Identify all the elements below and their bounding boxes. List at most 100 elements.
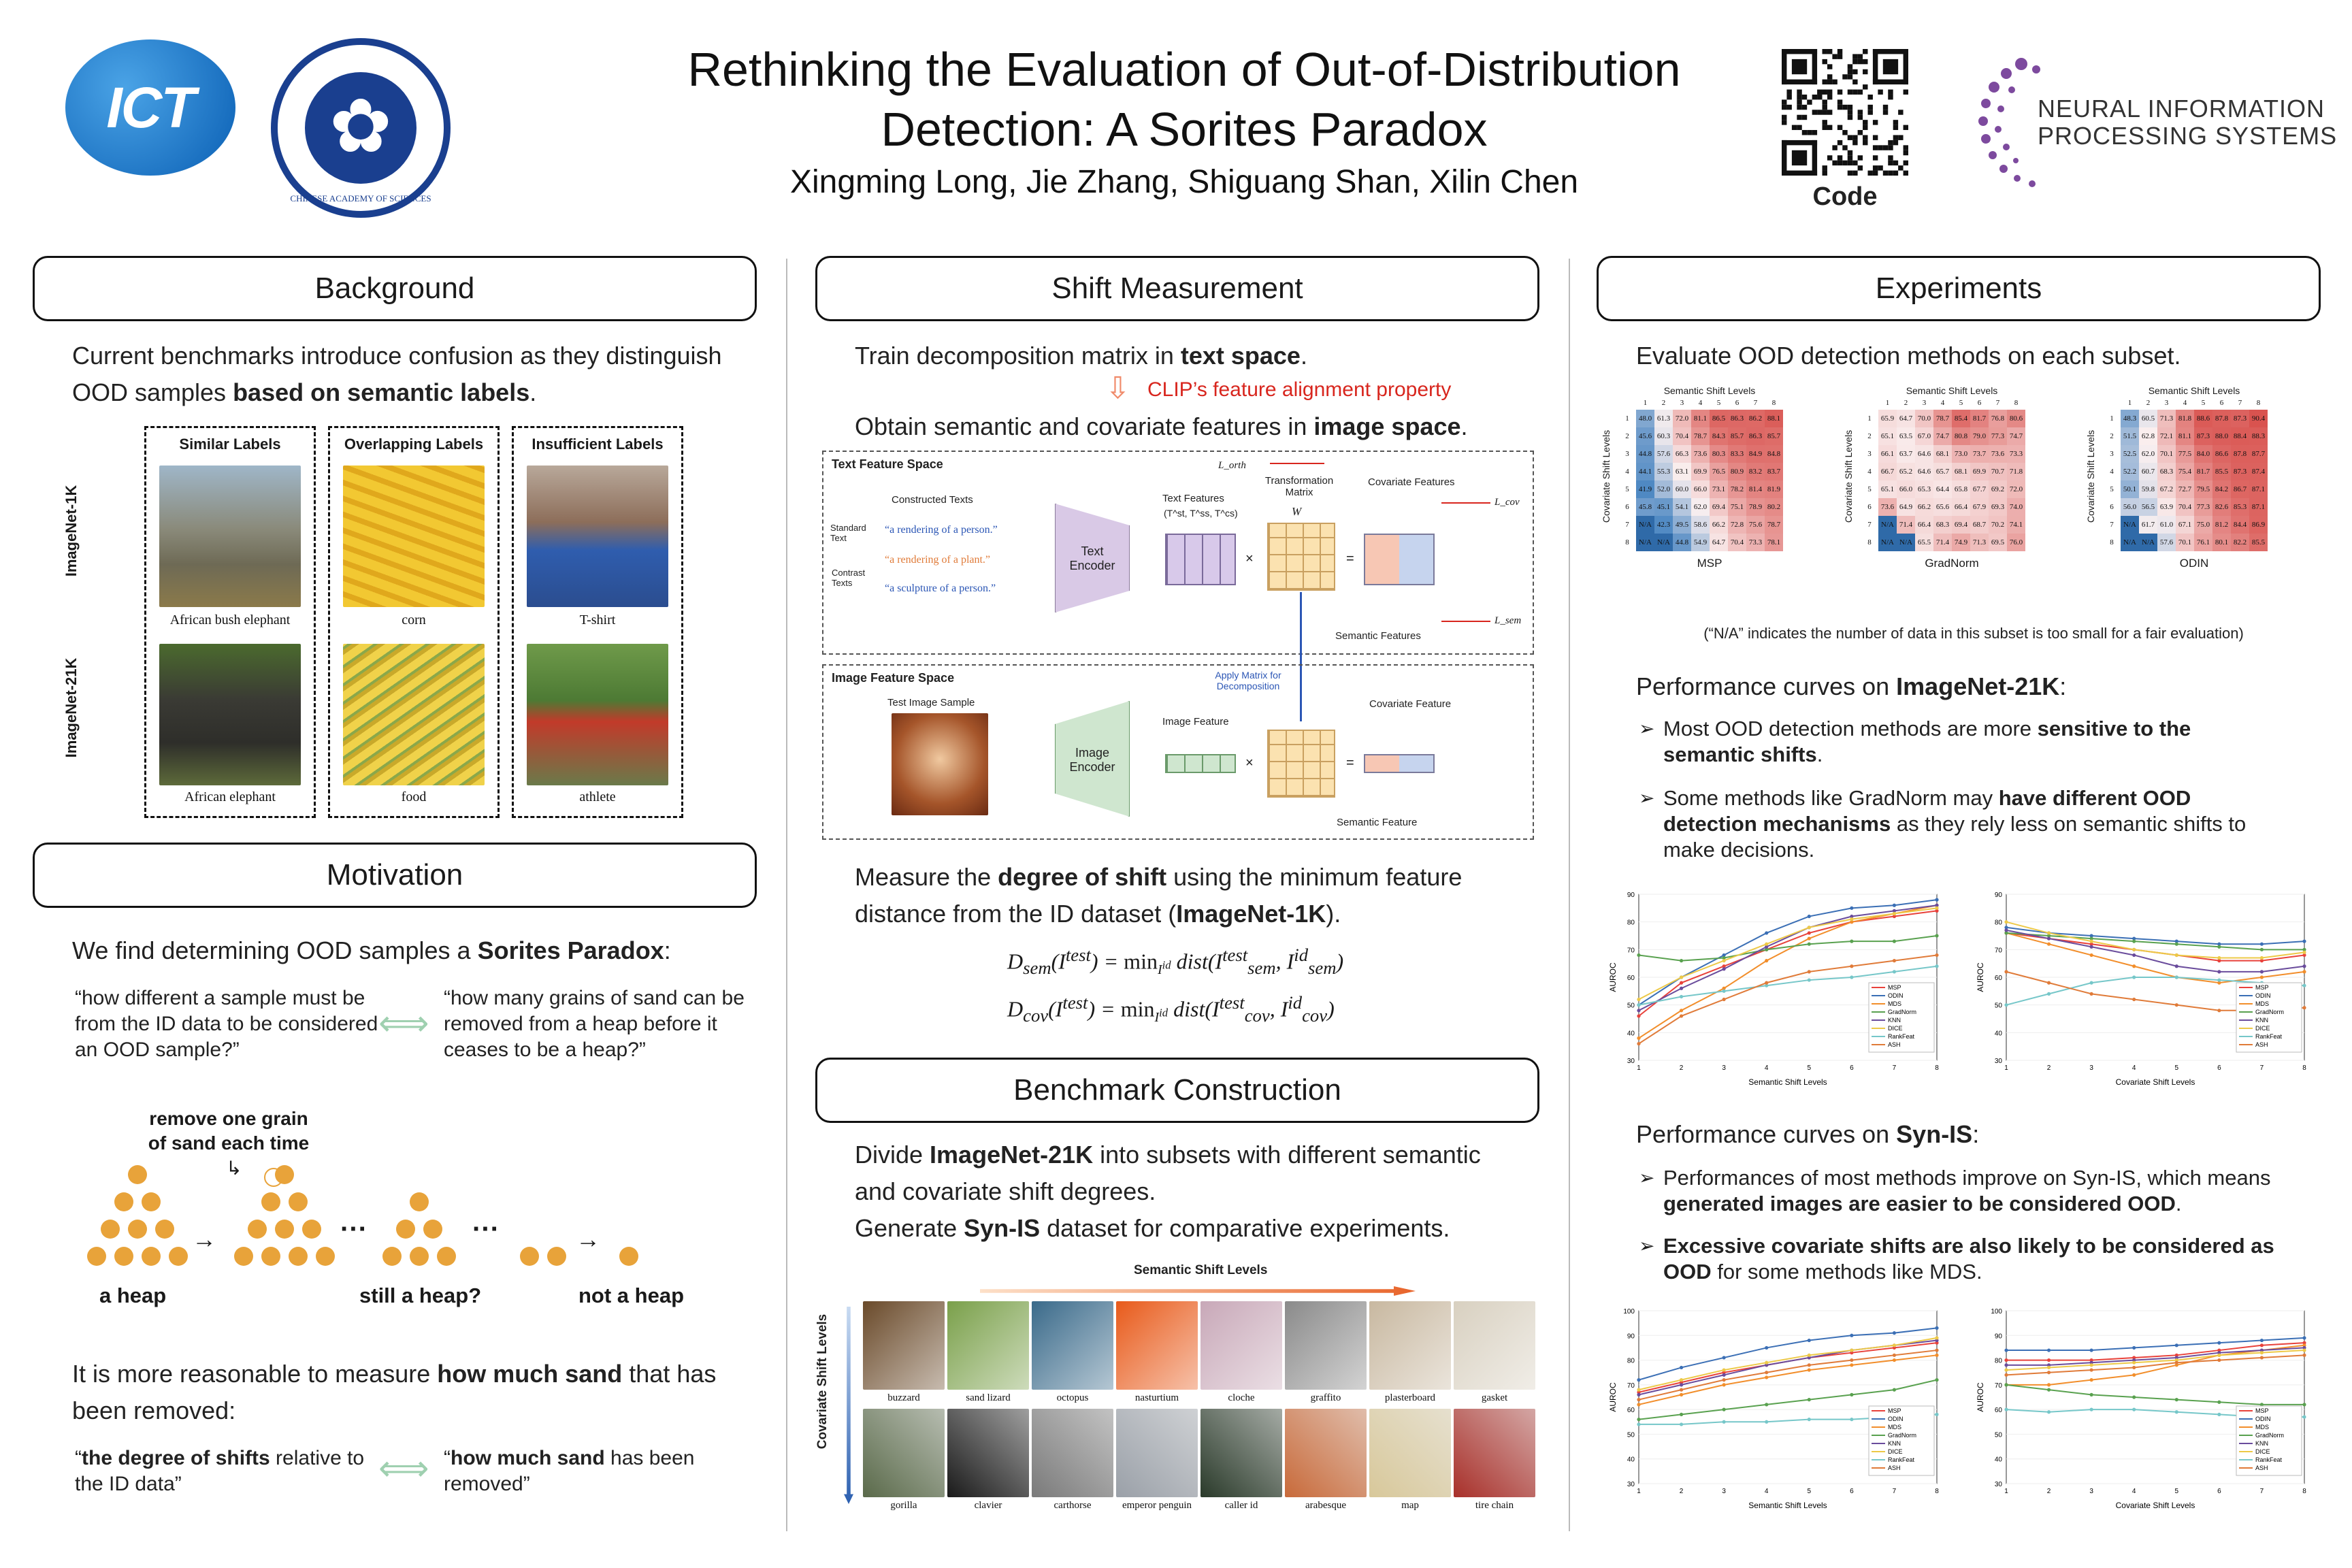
data-point-dice [2004,920,2008,924]
series-line-odin [1638,1327,1938,1381]
data-point-dice [2046,1365,2051,1370]
heatmap-xtick: 5 [1959,399,1963,407]
bench-image-map [1369,1409,1451,1497]
image-output-grid [1364,754,1435,773]
legend-label: ASH [1888,1041,1901,1048]
y-tick-label: 90 [1995,1333,2003,1340]
sand-grain [114,1247,133,1266]
heatmap-cell: 82.2 [2231,534,2249,551]
data-point-dice [2132,1360,2136,1365]
heatmap-xtick: 7 [1995,399,2000,407]
heatmap-ytick: 1 [1625,414,1629,423]
data-point-ash [1722,1378,1726,1382]
heatmap-cell: 73.3 [2007,445,2025,463]
series-line-mds [2006,932,2305,984]
background-heading: Background [33,256,757,321]
clip-note: CLIP’s feature alignment property [1147,378,1452,401]
data-point-ash [2004,1373,2008,1377]
equals-sign-1: = [1346,551,1354,566]
heatmap-xtick: 8 [2014,399,2019,407]
code-label: Code [1812,182,1878,211]
legend-label: ASH [2255,1465,2268,1471]
equation-covariate: Dcov(Itest) = minIid dist(Itestcov, Iidc… [1007,992,1335,1026]
data-point-mds [2089,953,2093,958]
equals-sign-2: = [1346,755,1354,770]
heatmap-cell: 63.1 [1673,463,1691,480]
data-point-dice [2302,1348,2306,1352]
sand-grain [142,1247,161,1266]
x-tick-label: 6 [2217,1488,2221,1495]
heatmap-cell: 69.2 [1989,480,2007,498]
caption-tshirt: T-shirt [579,612,616,627]
data-point-ash [2132,1365,2136,1370]
w-symbol: W [1292,505,1302,518]
data-point-dice [2217,956,2221,960]
heatmap-ytick: 8 [1867,538,1872,546]
heatmap-cell: 48.0 [1636,410,1654,427]
column-divider-1 [786,259,787,1531]
data-point-dice [1892,1343,1897,1348]
data-point-knn [1807,1356,1811,1360]
contrast-texts-label: Contrast Texts [832,568,866,588]
heatmap-cell: 66.2 [1710,516,1728,534]
data-point-mds [1679,1009,1684,1013]
heatmap-cell: 66.2 [1915,498,1933,516]
data-point-odin [1935,1326,1939,1330]
heatmap-ytick: 7 [1625,521,1629,529]
x-tick-label: 1 [2004,1488,2008,1495]
heatmap-cell: N/A [1636,516,1654,534]
sand-grain [410,1247,429,1266]
x-tick-label: 8 [2302,1488,2306,1495]
cas-logo-inner [305,72,416,184]
data-point-knn [1765,1363,1769,1367]
heatmap-cell: 57.6 [1654,445,1673,463]
legend-label: MDS [1888,1424,1901,1431]
data-point-knn [1679,986,1684,990]
series-line-knn [2006,929,2305,973]
data-point-odin [2217,1341,2221,1345]
x-tick-label: 7 [2260,1488,2264,1495]
heatmap-cell: 71.4 [1897,516,1915,534]
y-tick-label: 80 [1627,1358,1635,1365]
series-line-ash [1638,1350,1938,1401]
bench-caption: gorilla [890,1500,917,1511]
sand-grain [128,1220,147,1239]
text-sample-2: “a rendering of a plant.” [885,554,991,566]
x-tick-label: 7 [1893,1488,1897,1495]
output-feature-grid [1364,534,1435,585]
heatmap-cell: 85.3 [2231,498,2249,516]
data-point-odin [2217,942,2221,946]
constructed-texts-label: Constructed Texts [892,494,973,506]
data-point-msp [2132,1356,2136,1360]
heatmap-cell: 80.2 [1765,498,1783,516]
sand-grain [289,1247,308,1266]
data-point-rankfeat [2174,975,2178,979]
data-point-msp [1850,1351,1854,1355]
heatmap-cell: 78.7 [1765,516,1783,534]
data-point-ash [2302,1353,2306,1357]
qr-code[interactable] [1782,49,1908,176]
heatmap-cell: 81.9 [1765,480,1783,498]
data-point-mds [2302,970,2306,974]
heatmap-cell: 60.0 [1673,480,1691,498]
y-tick-label: 50 [1995,1431,2003,1439]
na-note: (“N/A” indicates the number of data in t… [1703,625,2244,642]
data-point-mds [2217,981,2221,985]
data-point-dice [2302,950,2306,954]
heatmap-cell: 84.9 [1746,445,1765,463]
data-point-rankfeat [1892,970,1897,974]
heatmap-cell: 70.4 [1673,427,1691,445]
data-point-msp [1637,1014,1641,1018]
data-point-mds [2302,1343,2306,1348]
data-point-msp [1679,981,1684,985]
heatmap-name: GradNorm [1925,557,1979,570]
l-cov-label: L_cov [1494,497,1520,508]
data-point-gradnorm [2259,1403,2264,1407]
heatmap-cell: 79.0 [1970,427,1989,445]
heatmap-cell: 52.0 [1654,480,1673,498]
y-tick-label: 100 [1623,1308,1635,1316]
data-point-knn [1679,1383,1684,1387]
series-line-gradnorm [2006,1384,2304,1405]
heatmap-cell: 73.0 [1952,445,1970,463]
data-point-knn [2217,1351,2221,1355]
